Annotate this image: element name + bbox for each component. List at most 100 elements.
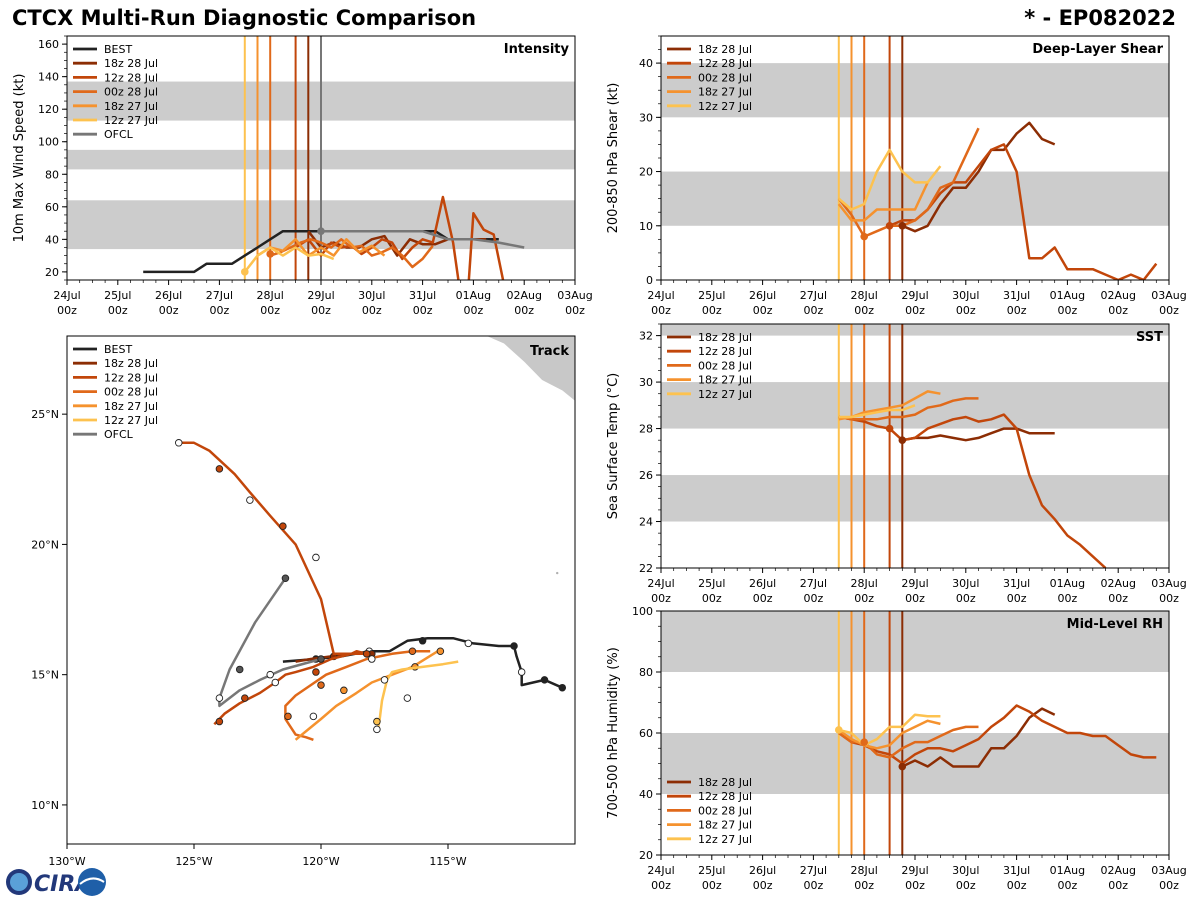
shear-plot-area xyxy=(837,36,1158,280)
track-point-00z-28-jul xyxy=(408,647,417,655)
rh-xtick-label-hour: 00z xyxy=(1058,879,1078,892)
sst-xtick-label: 30Jul xyxy=(952,577,979,590)
track-point-12z-28-jul xyxy=(241,694,249,702)
intensity-ylabel: 10m Max Wind Speed (kt) xyxy=(12,74,27,243)
shear-xtick-label: 26Jul xyxy=(749,289,776,302)
intensity-legend-label-00z-28-jul: 00z 28 Jul xyxy=(104,86,158,99)
sst-xtick-label: 27Jul xyxy=(800,577,827,590)
rh-xtick-label: 02Aug xyxy=(1100,864,1135,877)
track-xtick-label: 115°W xyxy=(429,855,466,868)
rh-xtick-label: 29Jul xyxy=(901,864,928,877)
track-point-12z-28-jul xyxy=(271,678,280,687)
rh-marker-12z-27-jul xyxy=(835,726,843,734)
rh-plot-area xyxy=(835,611,1157,855)
intensity-legend-label-ofcl: OFCL xyxy=(104,128,134,141)
track-line-12z-27-jul xyxy=(375,660,459,733)
track-legend-label-00z-28-jul: 00z 28 Jul xyxy=(104,386,158,399)
track-point-12z-27-jul xyxy=(373,725,381,734)
sst-xtick-label: 28Jul xyxy=(851,577,878,590)
sst-band-2 xyxy=(661,324,1169,336)
rh-xtick-label: 31Jul xyxy=(1003,864,1030,877)
track-point-ofcl xyxy=(235,665,244,674)
track-title: Track xyxy=(530,344,569,359)
sst-xtick-label-hour: 00z xyxy=(1007,592,1027,605)
sst-legend-label-12z-27-jul: 12z 27 Jul xyxy=(698,388,752,401)
track-point-12z-27-jul xyxy=(403,694,412,702)
shear-ytick-label: 30 xyxy=(639,111,653,124)
track-xtick-label: 125°W xyxy=(175,855,212,868)
track-point-ofcl xyxy=(317,655,325,663)
sst-xtick-label: 31Jul xyxy=(1003,577,1030,590)
intensity-legend-label-12z-27-jul: 12z 27 Jul xyxy=(104,114,158,127)
intensity-marker-ofcl xyxy=(317,227,325,235)
intensity-ytick-label: 140 xyxy=(38,71,59,84)
shear-series-12z-28-jul xyxy=(889,143,1158,280)
track-xtick-label: 130°W xyxy=(48,855,85,868)
track-legend-label-18z-27-jul: 18z 27 Jul xyxy=(104,400,158,413)
rh-ytick-label: 20 xyxy=(639,849,653,862)
intensity-legend-label-12z-28-jul: 12z 28 Jul xyxy=(104,71,158,84)
shear-marker-12z-28-jul xyxy=(885,221,894,230)
rh-band-1 xyxy=(661,611,1169,672)
sst-series-18z-28-jul xyxy=(902,427,1055,442)
intensity-xtick-label-hour: 00z xyxy=(311,304,331,317)
shear-xtick-label: 02Aug xyxy=(1100,289,1135,302)
rh-legend-label-00z-28-jul: 00z 28 Jul xyxy=(698,804,752,817)
rh-xtick-label-hour: 00z xyxy=(956,879,976,892)
track-point-12z-28-jul xyxy=(246,496,254,504)
track-legend-label-18z-28-jul: 18z 28 Jul xyxy=(104,357,158,370)
figure-title: CTCX Multi-Run Diagnostic Comparison xyxy=(12,6,477,30)
intensity-xtick-label-hour: 00z xyxy=(57,304,77,317)
sst-ytick-label: 22 xyxy=(639,562,653,575)
intensity-xtick-label: 03Aug xyxy=(557,289,592,302)
rh-xtick-label: 28Jul xyxy=(851,864,878,877)
sst-xtick-label-hour: 00z xyxy=(905,592,925,605)
intensity-series-ofcl xyxy=(321,229,525,249)
intensity-ytick-label: 80 xyxy=(45,168,59,181)
shear-xtick-label-hour: 00z xyxy=(1007,304,1027,317)
rh-xtick-label-hour: 00z xyxy=(702,879,722,892)
sst-plot-area xyxy=(837,324,1107,568)
rh-series-18z-27-jul xyxy=(838,719,941,750)
rh-xtick-label: 27Jul xyxy=(800,864,827,877)
track-line-00z-28-jul xyxy=(284,649,431,741)
track-ytick-label: 15°N xyxy=(31,669,59,682)
sst-ytick-label: 28 xyxy=(639,423,653,436)
shear-xtick-label-hour: 00z xyxy=(1058,304,1078,317)
shear-ytick-label: 10 xyxy=(639,220,653,233)
shear-xtick-label: 30Jul xyxy=(952,289,979,302)
intensity-xtick-label-hour: 00z xyxy=(565,304,585,317)
cira-logo: CIRA xyxy=(6,868,106,897)
intensity-ytick-label: 160 xyxy=(38,38,59,51)
track-point-12z-27-jul xyxy=(380,676,389,684)
shear-legend-label-18z-27-jul: 18z 27 Jul xyxy=(698,86,752,99)
intensity-xtick-label-hour: 00z xyxy=(159,304,179,317)
sst-xtick-label-hour: 00z xyxy=(1108,592,1128,605)
shear-marker-00z-28-jul xyxy=(860,232,868,241)
intensity-series-18z-27-jul xyxy=(256,238,386,257)
track-gulf xyxy=(452,336,575,432)
track-island xyxy=(556,571,559,575)
intensity-series-12z-28-jul xyxy=(294,195,505,280)
rh-xtick-label-hour: 00z xyxy=(1007,879,1027,892)
shear-ytick-label: 40 xyxy=(639,57,653,70)
shear-ylabel: 200-850 hPa Shear (kt) xyxy=(606,83,621,234)
intensity-xtick-label-hour: 00z xyxy=(413,304,433,317)
shear-xtick-label-hour: 00z xyxy=(753,304,773,317)
intensity-legend-label-best: BEST xyxy=(104,43,132,56)
track-line-ofcl xyxy=(218,577,322,708)
shear-series-12z-27-jul xyxy=(837,148,942,211)
track-panel: 130°W 125°W 120°W 115°W 10°N 15°N 20°N 25°N Trac… xyxy=(31,335,576,868)
rh-xtick-label-hour: 00z xyxy=(753,879,773,892)
rh-ytick-label: 100 xyxy=(632,605,653,618)
intensity-ytick-label: 120 xyxy=(38,103,59,116)
sst-xtick-label-hour: 00z xyxy=(753,592,773,605)
intensity-ytick-label: 100 xyxy=(38,136,59,149)
shear-legend-label-12z-27-jul: 12z 27 Jul xyxy=(698,100,752,113)
intensity-ytick-label: 60 xyxy=(45,201,59,214)
intensity-xtick-label: 02Aug xyxy=(506,289,541,302)
shear-xtick-label: 29Jul xyxy=(901,289,928,302)
track-point-12z-28-jul xyxy=(279,522,287,530)
intensity-xtick-label-hour: 00z xyxy=(362,304,382,317)
